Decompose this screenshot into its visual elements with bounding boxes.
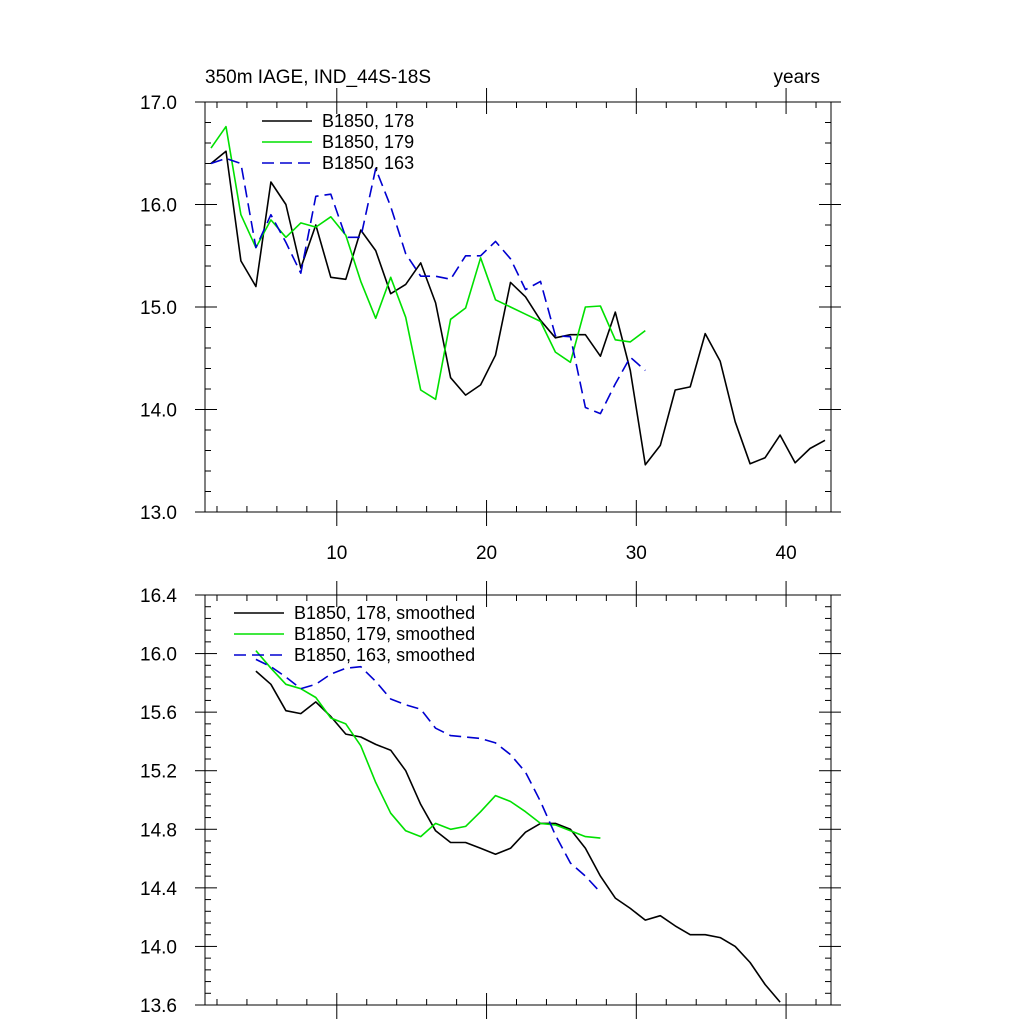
- bottom-y-tick-label: 15.2: [140, 762, 177, 783]
- bottom-y-tick-label: 15.6: [140, 703, 177, 724]
- bottom-y-tick-label: 14.8: [140, 820, 177, 841]
- top-chart-units: years: [774, 67, 820, 88]
- bottom-series-line-2: [255, 650, 601, 839]
- top-legend-label-3: B1850, 163: [322, 153, 414, 173]
- bottom-legend-label-2: B1850, 179, smoothed: [294, 624, 475, 644]
- top-legend-label-1: B1850, 178: [322, 111, 414, 131]
- bottom-y-tick-label: 16.0: [140, 645, 177, 666]
- top-x-tick-label: 30: [626, 543, 647, 564]
- bottom-plot-frame: [204, 594, 832, 1006]
- top-y-tick-label: 15.0: [140, 298, 177, 319]
- bottom-y-tick-label: 16.4: [140, 586, 177, 607]
- top-x-tick-label: 10: [326, 543, 347, 564]
- top-y-tick-label: 17.0: [140, 93, 177, 114]
- top-y-tick-label: 16.0: [140, 196, 177, 217]
- top-y-tick-label: 13.0: [140, 503, 177, 524]
- top-x-tick-label: 40: [776, 543, 797, 564]
- bottom-y-tick-label: 14.0: [140, 937, 177, 958]
- bottom-y-tick-label: 13.6: [140, 996, 177, 1017]
- bottom-y-tick-label: 14.4: [140, 879, 177, 900]
- bottom-chart-panel: 13.6 14.0 14.4 14.8 15.2 15.6 16.0 16.4 B1850, …: [140, 581, 841, 1019]
- top-y-tick-label: 14.0: [140, 401, 177, 422]
- top-series-line-1: [210, 150, 826, 466]
- top-series-line-2: [210, 125, 646, 401]
- top-x-tick-label: 20: [476, 543, 497, 564]
- bottom-legend-label-3: B1850, 163, smoothed: [294, 645, 475, 665]
- bottom-legend-label-1: B1850, 178, smoothed: [294, 603, 475, 623]
- top-chart-title: 350m IAGE, IND_44S-18S: [205, 67, 431, 88]
- bottom-series-line-3: [255, 658, 601, 893]
- bottom-series-line-1: [255, 670, 781, 1003]
- top-legend-label-2: B1850, 179: [322, 132, 414, 152]
- top-series-line-3: [210, 157, 646, 415]
- top-chart-panel: 10 20 30 40 13.0 14.0 15.0 16.0 17.0 350m IAGE, …: [140, 67, 841, 564]
